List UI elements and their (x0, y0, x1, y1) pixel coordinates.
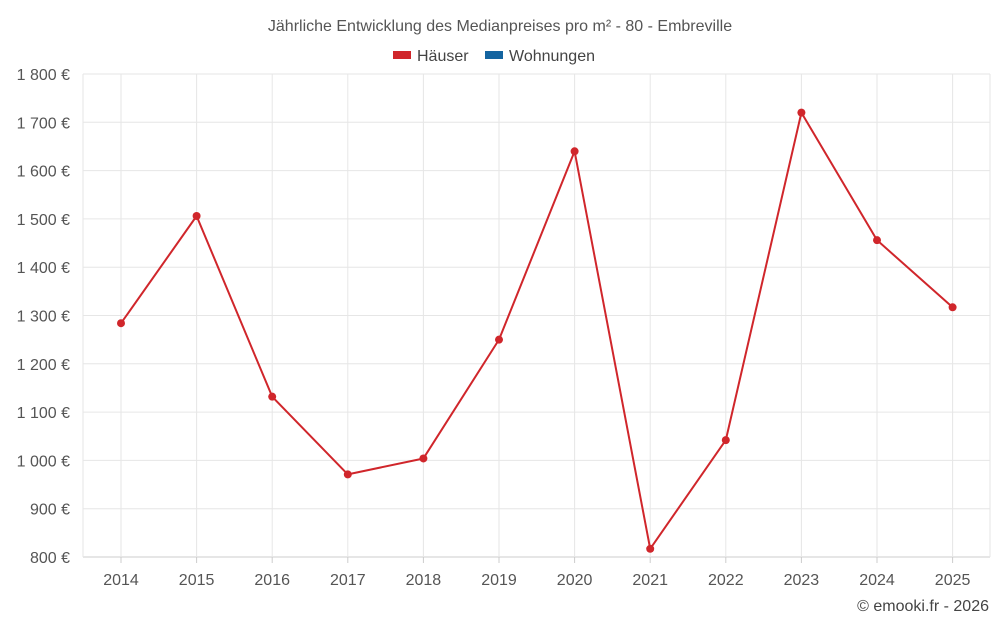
series-layer (117, 108, 957, 553)
y-tick-label: 1 000 € (17, 453, 70, 470)
data-point[interactable] (570, 147, 579, 156)
data-point[interactable] (268, 392, 277, 401)
x-tick-label: 2015 (179, 572, 215, 589)
data-point[interactable] (495, 335, 503, 344)
data-point[interactable] (192, 212, 201, 221)
y-tick-label: 1 200 € (17, 357, 70, 374)
data-point[interactable] (419, 454, 428, 463)
data-point[interactable] (797, 108, 806, 117)
y-tick-label: 1 100 € (17, 405, 70, 422)
x-tick-label: 2016 (254, 572, 290, 589)
x-tick-label: 2022 (708, 572, 744, 589)
legend-swatch-haeuser (393, 51, 411, 59)
x-tick-label: 2021 (632, 572, 668, 589)
legend-item-wohnungen[interactable]: Wohnungen (485, 48, 595, 65)
x-axis-ticks: 2014 2015 2016 2017 2018 2019 2020 2021 2022 2023… (103, 572, 970, 589)
x-tick-label: 2020 (557, 572, 593, 589)
x-tick-label: 2019 (481, 572, 517, 589)
data-point[interactable] (117, 319, 125, 328)
x-tick-label: 2018 (406, 572, 442, 589)
y-axis-ticks: 800 € 900 € 1 000 € 1 100 € 1 200 € 1 300 € 1 … (17, 67, 70, 567)
data-point[interactable] (873, 236, 881, 245)
y-tick-label: 1 800 € (17, 67, 70, 84)
credit-text: © emooki.fr - 2026 (857, 598, 989, 615)
x-tick-label: 2023 (784, 572, 820, 589)
y-tick-label: 1 700 € (17, 115, 70, 132)
y-tick-label: 1 600 € (17, 164, 70, 181)
x-tick-label: 2024 (859, 572, 895, 589)
chart-title: Jährliche Entwicklung des Medianpreises … (268, 18, 732, 35)
data-point[interactable] (343, 470, 352, 479)
x-tick-label: 2014 (103, 572, 139, 589)
y-tick-label: 1 300 € (17, 309, 70, 326)
legend-swatch-wohnungen (485, 51, 503, 59)
data-point[interactable] (721, 436, 730, 445)
legend: Häuser Wohnungen (393, 48, 595, 65)
grid (82, 73, 991, 563)
legend-item-haeuser[interactable]: Häuser (393, 48, 469, 65)
y-tick-label: 1 500 € (17, 212, 70, 229)
data-point[interactable] (646, 544, 655, 553)
data-point[interactable] (948, 303, 957, 312)
y-tick-label: 1 400 € (17, 260, 70, 277)
x-tick-label: 2017 (330, 572, 366, 589)
legend-label-haeuser: Häuser (417, 48, 469, 65)
x-tick-label: 2025 (935, 572, 971, 589)
series-line-0 (120, 111, 954, 550)
legend-label-wohnungen: Wohnungen (509, 48, 595, 65)
y-tick-label: 900 € (30, 502, 70, 519)
y-tick-label: 800 € (30, 550, 70, 567)
